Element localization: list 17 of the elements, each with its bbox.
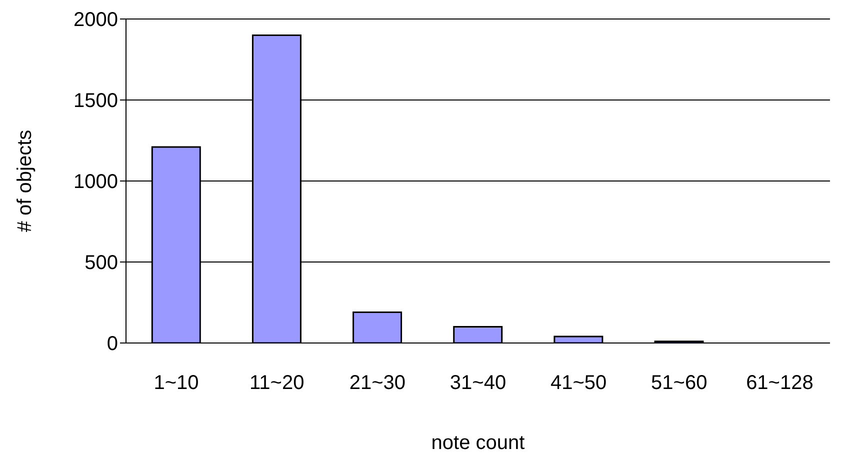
bar [554,336,604,343]
x-tick-label: 1~10 [154,372,199,394]
y-tick-label: 0 [106,333,118,356]
x-tick-label: 51~60 [651,372,708,394]
x-axis-title: note count [431,432,526,454]
y-axis-title: # of objects [14,130,36,232]
y-tick-label: 1500 [74,90,118,112]
x-tick-label: 21~30 [349,372,406,394]
x-tick-label: 31~40 [450,372,506,394]
x-tick-label: 61~128 [746,372,814,394]
y-tick-label: 2000 [74,9,118,32]
x-tick-label: 41~50 [550,372,607,394]
y-tick-label: 500 [84,252,118,274]
bar [352,311,402,343]
y-tick-label: 1000 [74,171,118,194]
x-tick-label: 11~20 [250,372,304,394]
bar [453,326,503,343]
